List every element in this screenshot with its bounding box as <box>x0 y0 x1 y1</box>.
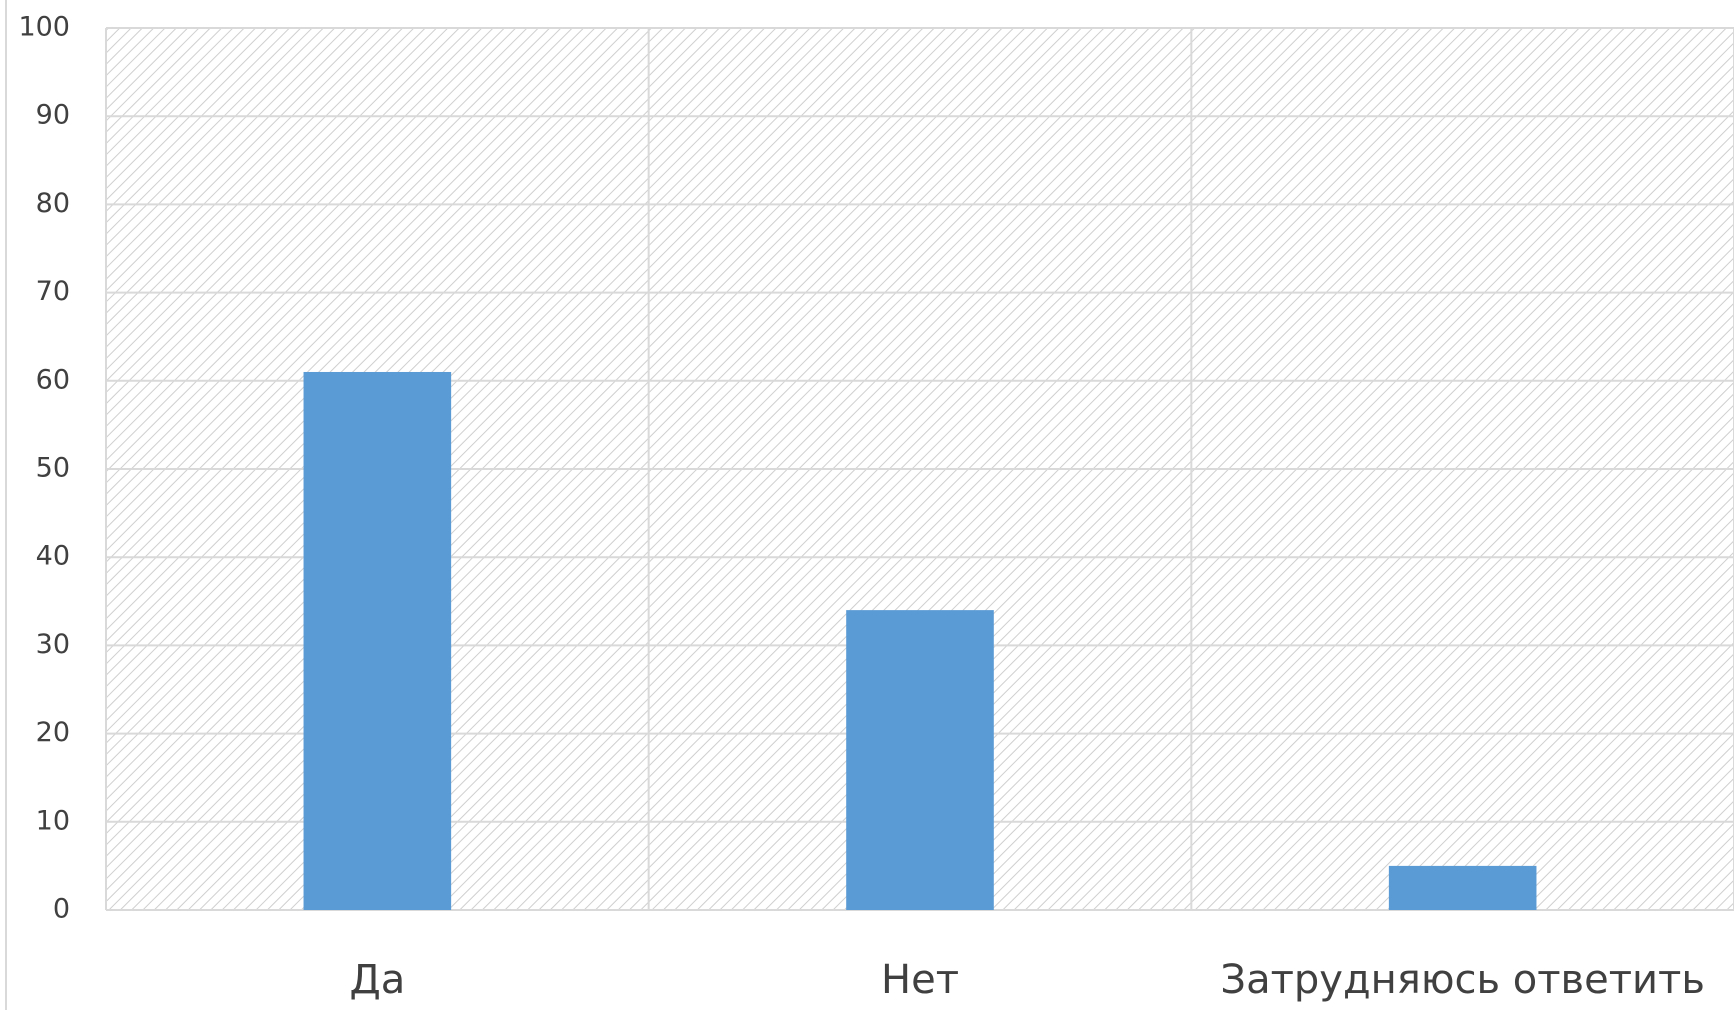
y-tick-label: 20 <box>36 717 70 748</box>
y-tick-label: 10 <box>36 805 70 836</box>
bar <box>846 610 994 910</box>
bar <box>303 371 452 911</box>
x-tick-label: Нет <box>881 957 959 1003</box>
y-tick-label: 40 <box>36 541 70 572</box>
y-tick-label: 60 <box>36 364 70 395</box>
x-tick-label: Затрудняюсь ответить <box>1220 957 1704 1003</box>
y-tick-label: 100 <box>18 12 70 43</box>
x-tick-label: Да <box>349 957 405 1003</box>
y-tick-label: 70 <box>36 276 70 307</box>
bar <box>1388 865 1537 910</box>
y-tick-label: 0 <box>53 894 70 925</box>
y-tick-label: 30 <box>36 629 70 660</box>
y-tick-label: 50 <box>36 453 70 484</box>
y-tick-label: 90 <box>36 100 70 131</box>
y-tick-label: 80 <box>36 188 70 219</box>
